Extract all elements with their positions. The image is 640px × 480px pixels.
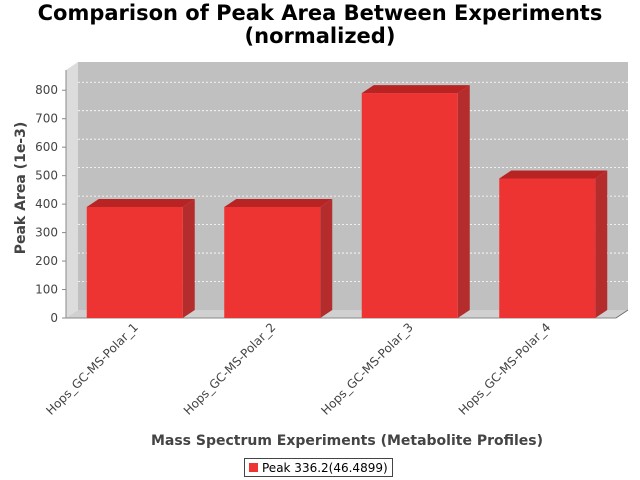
x-axis-label: Mass Spectrum Experiments (Metabolite Pr… [151,433,543,449]
x-tick-label: Hops_GC-MS-Polar_1 [43,320,141,418]
y-tick-label: 700 [35,112,58,126]
bar-side [182,198,195,318]
bar-side [457,85,470,318]
plot-left-wall [66,62,78,318]
legend-swatch [249,463,258,472]
bars [86,85,608,318]
plot-floor [66,310,628,318]
y-axis-label: Peak Area (1e-3) [13,122,29,255]
plot-floor-edge [615,309,629,319]
legend: Peak 336.2(46.4899) [244,458,393,477]
bar [86,198,195,318]
y-tick-label: 0 [50,311,58,325]
y-tick-label: 300 [35,226,58,240]
legend-label: Peak 336.2(46.4899) [262,460,388,475]
bar-top [361,85,470,94]
bar-front [361,93,458,318]
bar [224,198,333,318]
bar-front [86,206,183,318]
x-axis-ticks: Hops_GC-MS-Polar_1 Hops_GC-MS-Polar_2 Hops… [43,320,553,418]
y-tick-label: 500 [35,169,58,183]
bar [361,85,470,318]
x-tick-label: Hops_GC-MS-Polar_3 [318,320,416,418]
chart-title: Comparison of Peak Area Between Experime… [0,2,640,48]
bar-top [499,170,608,179]
x-tick-label: Hops_GC-MS-Polar_2 [181,320,279,418]
bar-side [595,170,608,318]
y-axis-ticks: 0 100 200 300 400 500 600 700 800 [35,83,66,325]
chart-title-line-2: (normalized) [244,24,396,48]
y-tick-label: 600 [35,140,58,154]
bar-top [224,198,333,207]
bar-front [224,206,321,318]
x-tick-label: Hops_GC-MS-Polar_4 [456,320,554,418]
bar [499,170,608,318]
bar-side [320,198,333,318]
y-tick-label: 400 [35,197,58,211]
chart-title-line-1: Comparison of Peak Area Between Experime… [37,1,603,25]
y-tick-label: 200 [35,254,58,268]
bar-front [499,178,596,318]
y-tick-label: 100 [35,283,58,297]
y-tick-label: 800 [35,83,58,97]
bar-top [86,198,195,207]
